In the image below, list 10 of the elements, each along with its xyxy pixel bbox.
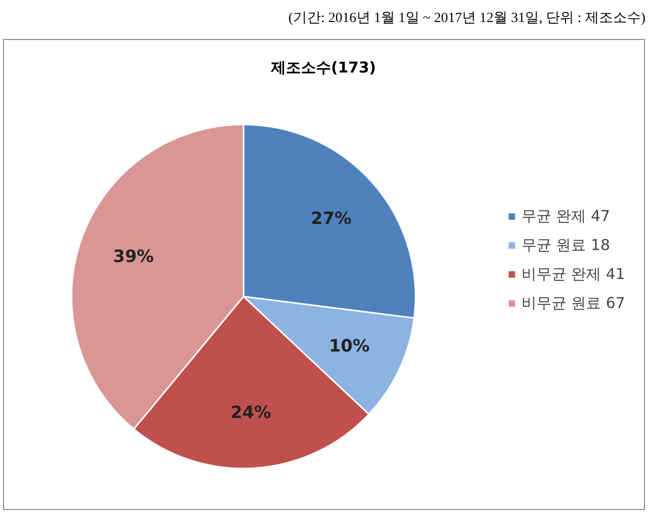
legend-label: 무균 완제 47 — [521, 206, 610, 226]
data-label: 39% — [113, 246, 154, 267]
text: (기간: 2016년 1월 1일 ~ 2017년 12월 31일, 단위 : 제조소수) — [288, 11, 646, 26]
legend-label: 무균 원료 18 — [521, 236, 610, 254]
chart-title: 제조소수(173) — [270, 58, 376, 76]
legend-label: 비무균 완제 41 — [521, 264, 625, 284]
legend-label: 비무균 원료 67 — [521, 294, 625, 312]
data-label: 27% — [310, 209, 352, 230]
data-label: 10% — [328, 336, 370, 356]
data-label: 24% — [230, 403, 272, 424]
